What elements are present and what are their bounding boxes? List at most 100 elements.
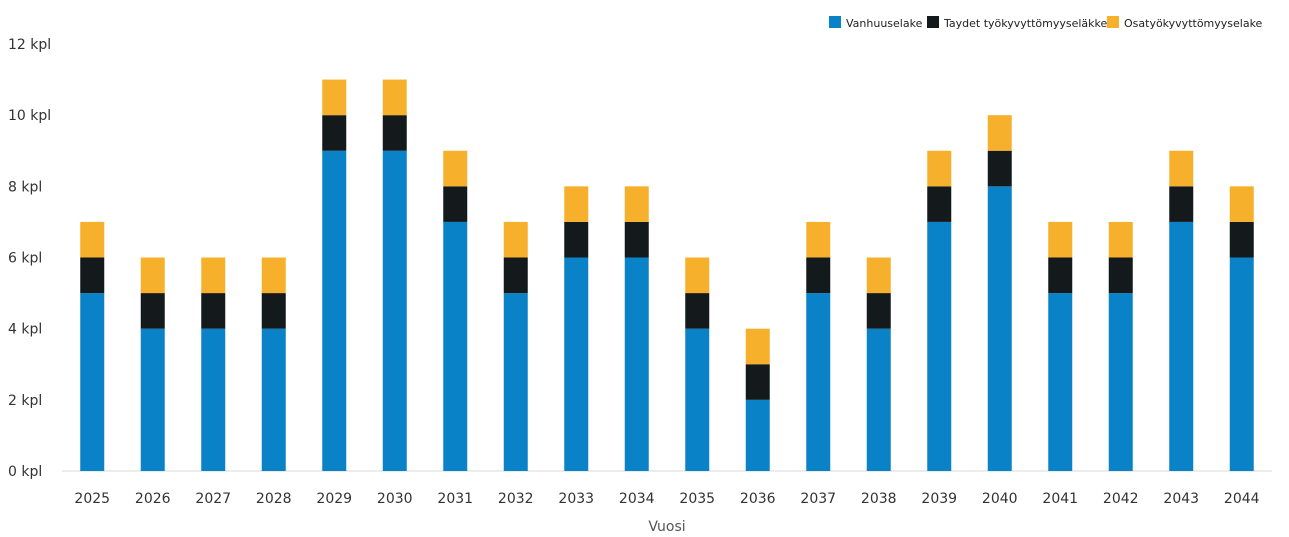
bar-segment-1	[140, 328, 165, 471]
bar-segment-3	[1229, 186, 1254, 222]
bar-segment-3	[806, 221, 831, 258]
bar-segment-1	[80, 293, 105, 471]
bar-segment-1	[927, 221, 952, 471]
bar-stack	[1108, 221, 1133, 471]
x-tick-label: 2032	[498, 491, 534, 507]
bar-segment-2	[745, 364, 770, 400]
x-tick-label: 2033	[558, 491, 594, 507]
bar-stack	[987, 115, 1012, 472]
bar-segment-2	[140, 293, 165, 329]
x-tick-label: 2042	[1103, 491, 1139, 507]
bar-segment-3	[1108, 221, 1133, 258]
bar-stack	[927, 150, 952, 471]
x-axis: 2025 2026 2027 2028 2029 2030 2031 2032 2033 2034…	[62, 470, 1272, 507]
bar-stack	[685, 257, 710, 471]
bar-segment-1	[866, 328, 891, 471]
bar-segment-1	[685, 328, 710, 471]
x-tick-label: 2040	[982, 491, 1018, 507]
y-tick-label: 12 kpl	[8, 37, 51, 53]
bar-segment-2	[927, 186, 952, 222]
bar-segment-2	[261, 293, 286, 329]
x-tick-label: 2026	[135, 491, 171, 507]
bar-segment-1	[382, 150, 407, 471]
x-axis-title: Vuosi	[648, 519, 685, 535]
legend-item: Osatyökyvyttömyyselake	[1107, 16, 1263, 30]
bar-segment-2	[1048, 257, 1073, 294]
bar-stack	[382, 79, 407, 471]
bar-segment-1	[564, 257, 589, 471]
bar-stack	[1169, 150, 1194, 471]
x-tick-label: 2027	[195, 491, 231, 507]
legend-swatch	[829, 16, 841, 28]
bar-segment-3	[443, 150, 468, 187]
bar-segment-3	[1169, 150, 1194, 187]
bar-segment-3	[866, 257, 891, 294]
y-tick-label: 8 kpl	[8, 179, 42, 195]
bar-stack	[806, 221, 831, 471]
bar-segment-3	[261, 257, 286, 294]
bar-segment-2	[1108, 257, 1133, 294]
x-tick-label: 2031	[437, 491, 473, 507]
bar-stack	[322, 79, 347, 471]
bar-stack	[503, 221, 528, 471]
bar-stack	[80, 221, 105, 471]
bar-segment-1	[1048, 293, 1073, 471]
x-tick-label: 2030	[377, 491, 413, 507]
bar-segment-1	[806, 293, 831, 471]
x-tick-label: 2037	[800, 491, 836, 507]
bar-segment-2	[987, 150, 1012, 187]
bar-segment-3	[685, 257, 710, 294]
x-tick-label: 2025	[74, 491, 110, 507]
x-tick-label: 2029	[316, 491, 352, 507]
bar-segment-3	[564, 186, 589, 222]
bar-segment-3	[80, 221, 105, 258]
legend-item: Vanhuuselake	[829, 16, 923, 30]
bar-segment-3	[382, 79, 407, 116]
bar-segment-2	[806, 257, 831, 294]
bar-segment-2	[80, 257, 105, 294]
bar-stack	[745, 328, 770, 471]
x-tick-label: 2028	[256, 491, 292, 507]
bar-segment-2	[443, 186, 468, 222]
bar-segment-1	[443, 221, 468, 471]
bar-segment-2	[503, 257, 528, 294]
bar-segment-2	[624, 221, 649, 258]
bar-segment-3	[322, 79, 347, 116]
bar-stack	[1048, 221, 1073, 471]
x-tick-label: 2034	[619, 491, 655, 507]
bar-segment-2	[685, 293, 710, 329]
bar-segment-1	[201, 328, 226, 471]
bar-stack	[1229, 186, 1254, 471]
bar-segment-2	[1169, 186, 1194, 222]
bar-segment-2	[322, 115, 347, 151]
legend-label: Vanhuuselake	[846, 17, 923, 30]
bar-stack	[564, 186, 589, 471]
bar-segment-3	[624, 186, 649, 222]
bar-segment-3	[201, 257, 226, 294]
x-tick-label: 2039	[921, 491, 957, 507]
bar-segment-1	[987, 186, 1012, 472]
bar-segment-3	[503, 221, 528, 258]
bar-stack	[261, 257, 286, 471]
bar-segment-1	[503, 293, 528, 471]
x-tick-label: 2036	[740, 491, 776, 507]
bar-segment-1	[1229, 257, 1254, 471]
bar-segment-3	[140, 257, 165, 294]
y-tick-label: 2 kpl	[8, 393, 42, 409]
y-tick-label: 0 kpl	[8, 464, 42, 480]
y-tick-label: 4 kpl	[8, 322, 42, 338]
bar-segment-1	[261, 328, 286, 471]
legend: Vanhuuselake Taydet työkyvyttömyyseläkkee…	[829, 16, 1263, 30]
bar-segment-1	[1108, 293, 1133, 471]
x-tick-label: 2041	[1042, 491, 1078, 507]
bar-stack	[140, 257, 165, 471]
bar-stack	[866, 257, 891, 471]
bar-stack	[624, 186, 649, 471]
legend-item: Taydet työkyvyttömyyseläkkeet	[927, 16, 1119, 30]
x-tick-label: 2044	[1224, 491, 1260, 507]
bar-segment-3	[927, 150, 952, 187]
legend-swatch	[927, 16, 939, 28]
bar-segment-2	[866, 293, 891, 329]
legend-label: Osatyökyvyttömyyselake	[1124, 17, 1263, 30]
x-tick-label: 2038	[861, 491, 897, 507]
